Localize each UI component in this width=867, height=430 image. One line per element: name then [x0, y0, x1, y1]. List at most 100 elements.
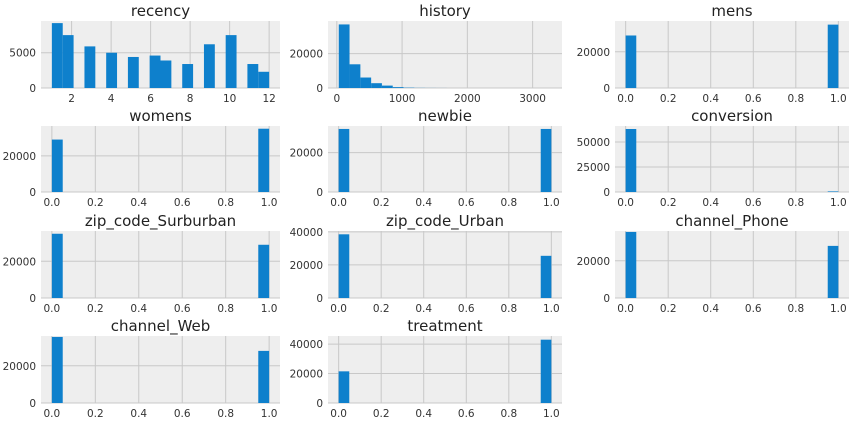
- x-tick-label: 4: [108, 93, 115, 105]
- histogram-bar: [338, 128, 350, 192]
- histogram-bar: [62, 35, 74, 88]
- x-tick-label: 0.4: [702, 197, 719, 209]
- y-tick-label: 0: [316, 398, 323, 410]
- x-tick-label: 0.2: [660, 93, 677, 105]
- x-tick-label: 0.0: [617, 93, 634, 105]
- y-tick-label: 20000: [290, 148, 323, 160]
- histogram-bar: [51, 336, 63, 403]
- x-tick-label: 2000: [454, 93, 481, 105]
- plot-area: [615, 21, 849, 88]
- x-tick-label: 0.6: [458, 408, 475, 420]
- y-tick-label: 0: [603, 293, 610, 305]
- x-tick-label: 1.0: [830, 93, 847, 105]
- histogram-bar: [84, 46, 96, 88]
- histogram-bar: [338, 24, 350, 88]
- x-tick-label: 8: [187, 93, 194, 105]
- histogram-bar: [106, 52, 118, 88]
- y-tick-label: 0: [29, 187, 36, 199]
- x-tick-label: 0.4: [702, 303, 719, 315]
- x-tick-label: 0.4: [130, 197, 147, 209]
- histogram-bar: [149, 55, 161, 88]
- chart-title: newbie: [418, 107, 472, 125]
- x-tick-label: 0.4: [415, 197, 432, 209]
- histogram-bar: [381, 85, 393, 88]
- y-tick-label: 25000: [577, 162, 610, 174]
- histogram-bar: [349, 64, 361, 88]
- x-tick-label: 0.8: [500, 197, 517, 209]
- x-tick-label: 0.6: [745, 93, 762, 105]
- y-tick-label: 20000: [3, 256, 36, 268]
- y-tick-label: 40000: [290, 339, 323, 351]
- histogram-bar: [827, 191, 839, 192]
- x-tick-label: 0.6: [174, 197, 191, 209]
- plot-area: [328, 21, 562, 88]
- chart-title: zip_code_Surburban: [85, 212, 236, 231]
- histogram-bar: [338, 234, 350, 298]
- histogram-bar: [258, 128, 270, 192]
- histogram-bar: [371, 83, 382, 88]
- x-tick-label: 12: [262, 93, 275, 105]
- histogram-bar: [258, 71, 270, 88]
- x-tick-label: 0.0: [330, 408, 347, 420]
- x-tick-label: 0.8: [500, 408, 517, 420]
- histogram-bar: [51, 233, 63, 298]
- x-tick-label: 0.0: [44, 197, 61, 209]
- y-tick-label: 20000: [290, 369, 323, 381]
- chart-title: channel_Web: [111, 317, 211, 336]
- histogram-bar: [392, 87, 404, 88]
- x-tick-label: 10: [223, 93, 236, 105]
- y-tick-label: 40000: [290, 227, 323, 239]
- chart-title: history: [419, 2, 471, 20]
- histogram-bar: [540, 128, 552, 192]
- y-tick-label: 0: [29, 83, 36, 95]
- x-tick-label: 0.2: [373, 303, 390, 315]
- plot-area: [41, 126, 280, 192]
- x-tick-label: 0.8: [787, 93, 804, 105]
- histogram-bar: [225, 35, 237, 88]
- histogram-bar: [625, 35, 637, 88]
- y-tick-label: 5000: [9, 48, 36, 60]
- x-tick-label: 0.8: [217, 408, 234, 420]
- x-tick-label: 0.8: [500, 303, 517, 315]
- chart-title: channel_Phone: [675, 212, 788, 231]
- plot-area: [41, 231, 280, 298]
- y-tick-label: 20000: [3, 361, 36, 373]
- x-tick-label: 1.0: [261, 303, 278, 315]
- histogram-bar: [182, 64, 194, 88]
- histogram-bar: [827, 24, 839, 89]
- y-tick-label: 20000: [577, 47, 610, 59]
- y-tick-label: 0: [316, 293, 323, 305]
- x-tick-label: 0.4: [702, 93, 719, 105]
- y-tick-label: 20000: [290, 49, 323, 61]
- panel-conversion: conversion 0.0 0.2 0.4 0.6 0.8 1.0 0 25000 50000: [577, 107, 849, 209]
- x-tick-label: 0.0: [617, 303, 634, 315]
- x-tick-label: 0.6: [458, 303, 475, 315]
- x-tick-label: 0.4: [130, 303, 147, 315]
- panel-womens: womens 0.0 0.2 0.4 0.6 0.8 1.0 0 20000: [3, 107, 280, 209]
- chart-title: zip_code_Urban: [386, 212, 504, 231]
- panel-newbie: newbie 0.0 0.2 0.4 0.6 0.8 1.0 0 20000: [290, 107, 562, 209]
- x-tick-label: 0.6: [174, 303, 191, 315]
- panel-recency: recency 2 4 6 8 10 12 0 5000: [9, 2, 280, 105]
- chart-title: womens: [129, 107, 192, 125]
- x-tick-label: 0.2: [87, 408, 104, 420]
- x-tick-label: 0.2: [373, 408, 390, 420]
- x-tick-label: 1.0: [261, 197, 278, 209]
- plot-area: [615, 231, 849, 298]
- y-tick-label: 20000: [290, 260, 323, 272]
- x-tick-label: 1.0: [543, 197, 560, 209]
- panel-channel-web: channel_Web 0.0 0.2 0.4 0.6 0.8 1.0 0 20000: [3, 317, 280, 420]
- chart-title: treatment: [407, 317, 482, 335]
- chart-title: mens: [711, 2, 752, 20]
- x-tick-label: 0.4: [415, 303, 432, 315]
- histogram-bar: [827, 245, 839, 298]
- x-tick-label: 0.2: [660, 303, 677, 315]
- x-tick-label: 1.0: [830, 303, 847, 315]
- x-tick-label: 0.0: [44, 408, 61, 420]
- x-tick-label: 0.6: [745, 197, 762, 209]
- x-tick-label: 1.0: [543, 408, 560, 420]
- histogram-bar: [540, 255, 552, 298]
- x-tick-label: 0.0: [330, 303, 347, 315]
- y-tick-label: 50000: [577, 137, 610, 149]
- plot-area: [328, 336, 562, 403]
